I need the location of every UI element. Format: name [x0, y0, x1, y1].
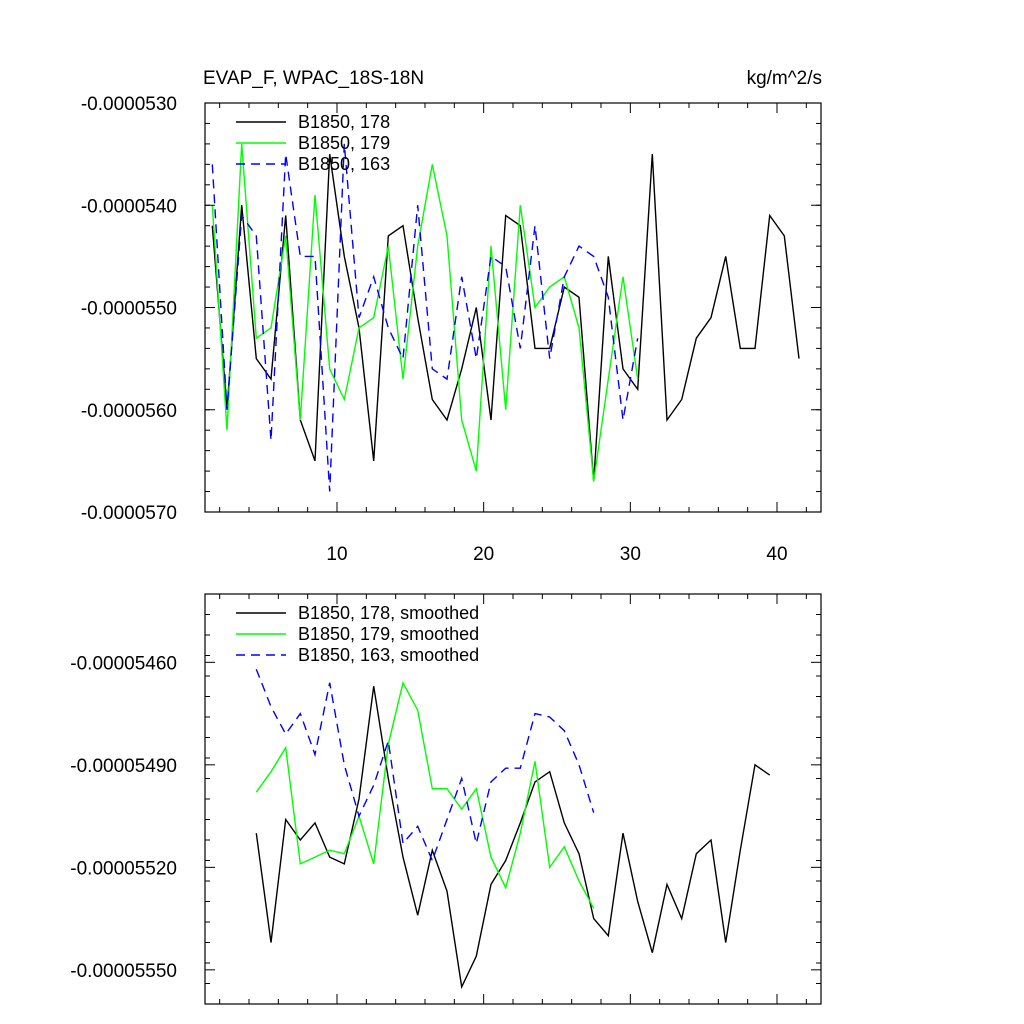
bottom-plot-frame — [204, 593, 822, 1005]
bottom-ytick-label: -0.00005520 — [70, 858, 177, 879]
bottom-series-line-2 — [255, 680, 595, 909]
top-series-line-3 — [211, 143, 639, 492]
top-chart-title: EVAP_F, WPAC_18S-18N — [203, 68, 424, 89]
top-ytick-label: -0.0000560 — [81, 401, 177, 422]
top-tick-group: -0.0000530 -0.0000540 -0.0000550 -0.0000560… — [81, 94, 821, 565]
top-ytick-label: -0.0000550 — [81, 299, 177, 320]
bottom-legend-label-1: B1850, 178, smoothed — [298, 603, 479, 623]
top-legend-label-1: B1850, 178 — [298, 112, 390, 132]
top-plot-frame — [204, 102, 822, 513]
top-series-group — [211, 143, 800, 492]
top-ytick-label: -0.0000530 — [81, 94, 177, 115]
bottom-panel: -0.00005460 -0.00005490 -0.00005520 -0.0000… — [70, 593, 822, 1005]
bottom-ytick-label: -0.00005460 — [70, 653, 177, 674]
top-xtick-label: 30 — [620, 544, 641, 565]
top-xtick-label: 40 — [766, 544, 787, 565]
top-ytick-label: -0.0000570 — [81, 503, 177, 524]
bottom-ytick-label: -0.00005550 — [70, 961, 177, 982]
bottom-series-line-3 — [255, 668, 595, 863]
top-xtick-label: 20 — [473, 544, 494, 565]
bottom-tick-group: -0.00005460 -0.00005490 -0.00005520 -0.0000… — [70, 593, 821, 1005]
top-ytick-label: -0.0000540 — [81, 196, 177, 217]
top-series-line-2 — [211, 143, 639, 482]
top-xtick-label: 10 — [326, 544, 347, 565]
bottom-legend-label-2: B1850, 179, smoothed — [298, 624, 479, 644]
top-legend-label-3: B1850, 163 — [298, 154, 390, 174]
top-series-line-1 — [211, 154, 800, 482]
bottom-series-line-1 — [255, 686, 771, 990]
top-panel: EVAP_F, WPAC_18S-18N kg/m^2/s -0.0000530… — [81, 68, 822, 565]
top-legend-label-2: B1850, 179 — [298, 133, 390, 153]
bottom-ytick-label: -0.00005490 — [70, 756, 177, 777]
bottom-legend-label-3: B1850, 163, smoothed — [298, 645, 479, 665]
bottom-series-group — [255, 668, 771, 990]
top-chart-units: kg/m^2/s — [747, 68, 822, 89]
